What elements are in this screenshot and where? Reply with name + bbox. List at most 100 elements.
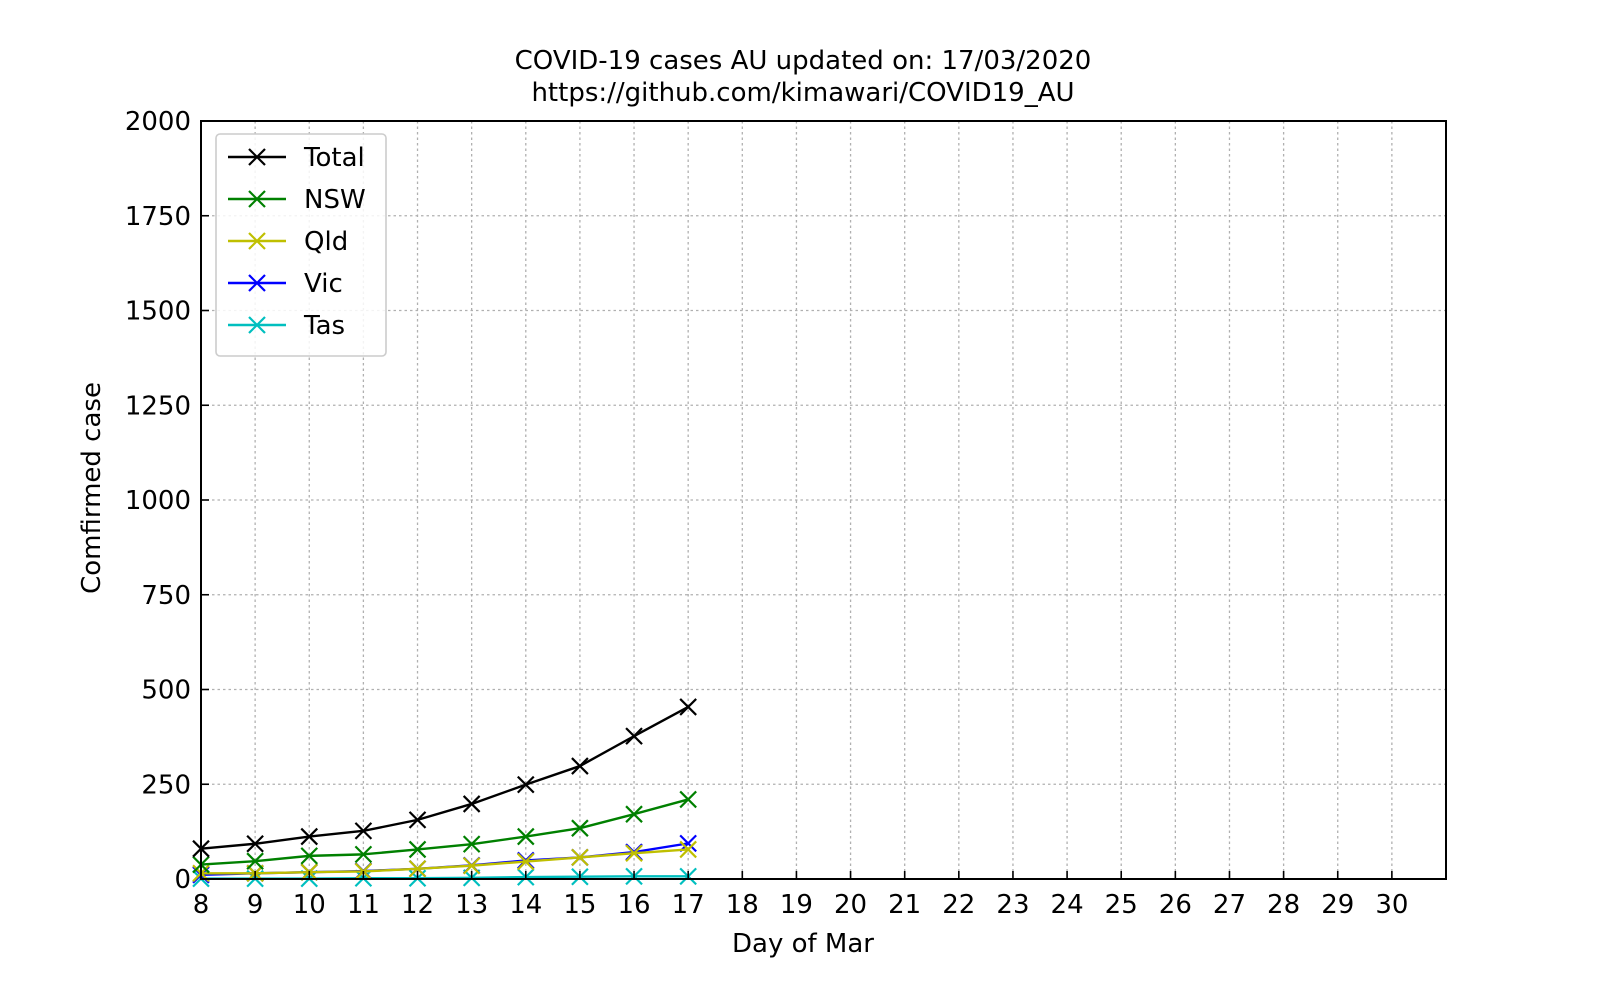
marker-stroke: [462, 856, 481, 875]
y-tick-label: 0: [174, 865, 191, 895]
x-tick-label: 25: [1105, 890, 1138, 920]
marker-stroke: [571, 848, 589, 867]
x-tick-label: 30: [1375, 890, 1408, 920]
marker-stroke: [408, 840, 427, 859]
marker-stroke: [354, 822, 373, 840]
marker-stroke: [679, 790, 697, 809]
x-tick-label: 19: [780, 890, 813, 920]
marker-stroke: [571, 819, 589, 837]
marker-stroke: [679, 840, 697, 859]
x-tick-label: 18: [726, 890, 759, 920]
y-tick-label: 1000: [125, 486, 191, 516]
x-tick-label: 15: [563, 890, 596, 920]
x-tick-label: 21: [888, 890, 921, 920]
data-point: [246, 852, 264, 870]
data-point: [408, 811, 427, 829]
x-tick-label: 28: [1267, 890, 1300, 920]
x-tick-label: 12: [401, 890, 434, 920]
legend-item-qld: Qld: [228, 227, 348, 257]
x-tick-label: 20: [834, 890, 867, 920]
y-axis-label: Comfirmed case: [77, 382, 107, 594]
data-point: [300, 847, 319, 865]
legend: Total NSW Qld Vic Tas: [215, 133, 387, 357]
data-point: [462, 835, 481, 853]
legend-marker: [248, 148, 266, 166]
marker-stroke: [248, 148, 266, 166]
marker-stroke: [625, 805, 643, 823]
legend-marker: [248, 274, 266, 292]
legend-marker: [248, 232, 266, 250]
legend-box: [215, 133, 387, 357]
x-tick-label: 26: [1159, 890, 1192, 920]
marker-stroke: [517, 827, 535, 846]
legend-item-vic: Vic: [228, 269, 343, 299]
x-tick-label: 13: [455, 890, 488, 920]
marker-stroke: [517, 852, 535, 871]
x-tick-label: 27: [1213, 890, 1246, 920]
data-point: [517, 852, 535, 871]
marker-stroke: [300, 827, 319, 846]
data-point: [246, 834, 264, 853]
legend-label: Vic: [304, 269, 343, 299]
series-total: [192, 698, 697, 858]
legend-label: NSW: [304, 185, 366, 215]
y-tick-label: 1500: [125, 297, 191, 327]
marker-stroke: [625, 844, 643, 863]
data-point: [408, 840, 427, 859]
series-group: [192, 698, 697, 888]
legend-label: Total: [303, 143, 365, 173]
data-point: [625, 805, 643, 823]
x-tick-label: 11: [347, 890, 380, 920]
data-point: [625, 844, 643, 863]
marker-stroke: [246, 852, 264, 870]
axis-ticks: 8 9 10 11 12 13 14 15 16 17 18 19 20 21 22 23 24 25 26 27 28…: [125, 107, 1409, 920]
y-tick-label: 500: [141, 676, 191, 706]
x-tick-label: 16: [617, 890, 650, 920]
legend-label: Tas: [303, 311, 345, 341]
series-nsw: [192, 790, 697, 874]
chart-title-line1: COVID-19 cases AU updated on: 17/03/2020: [515, 46, 1092, 76]
legend-label: Qld: [304, 227, 348, 257]
data-point: [571, 757, 589, 775]
marker-stroke: [408, 859, 427, 878]
data-point: [517, 827, 535, 846]
y-tick-label: 750: [141, 581, 191, 611]
data-point: [571, 819, 589, 837]
data-point: [354, 845, 373, 864]
x-tick-label: 8: [193, 890, 210, 920]
marker-stroke: [246, 834, 264, 853]
data-point: [517, 775, 535, 794]
y-tick-label: 1250: [125, 391, 191, 421]
legend-marker: [248, 190, 266, 208]
y-tick-label: 250: [141, 770, 191, 800]
marker-stroke: [248, 190, 266, 208]
marker-stroke: [248, 274, 266, 292]
x-tick-label: 10: [293, 890, 326, 920]
series-tas: [192, 867, 697, 888]
marker-stroke: [679, 698, 697, 716]
legend-marker: [248, 316, 266, 334]
data-point: [462, 795, 481, 813]
marker-stroke: [517, 775, 535, 794]
y-tick-label: 2000: [125, 107, 191, 137]
data-point: [679, 698, 697, 716]
marker-stroke: [571, 757, 589, 775]
data-point: [625, 727, 643, 745]
marker-stroke: [462, 795, 481, 813]
data-point: [679, 790, 697, 809]
marker-stroke: [625, 727, 643, 745]
y-tick-label: 1750: [125, 202, 191, 232]
marker-stroke: [408, 811, 427, 829]
x-axis-label: Day of Mar: [732, 929, 874, 959]
series-line: [200, 705, 689, 850]
x-tick-label: 14: [509, 890, 542, 920]
chart-title-line2: https://github.com/kimawari/COVID19_AU: [531, 78, 1074, 108]
x-tick-label: 23: [996, 890, 1029, 920]
legend-item-nsw: NSW: [228, 185, 366, 215]
x-tick-label: 29: [1321, 890, 1354, 920]
data-point: [679, 840, 697, 859]
x-tick-label: 17: [672, 890, 705, 920]
marker-stroke: [354, 845, 373, 864]
